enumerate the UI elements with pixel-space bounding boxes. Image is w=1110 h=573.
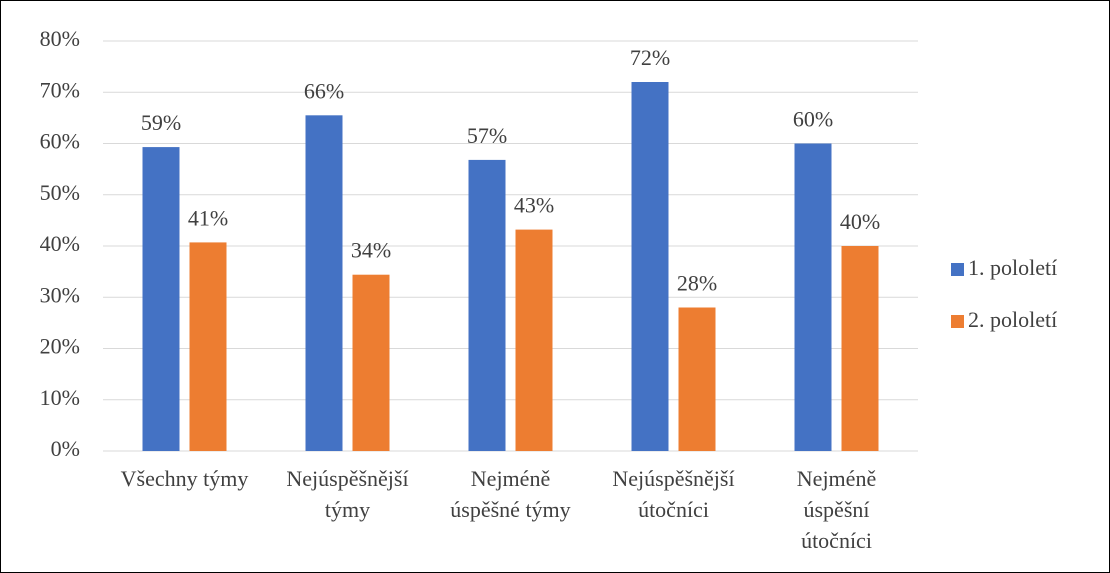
- x-tick-label-line: týmy: [325, 497, 370, 522]
- x-tick-label-line: Nejúspěšnější: [612, 466, 734, 491]
- legend-label: 1. pololetí: [968, 255, 1057, 280]
- y-tick-label: 80%: [40, 26, 80, 51]
- data-label: 40%: [840, 209, 880, 234]
- data-label: 41%: [188, 205, 228, 230]
- x-tick-label: Nejúspěšnější týmy: [286, 466, 408, 522]
- x-tick-label-line: úspěšní: [804, 497, 870, 522]
- bar: [142, 147, 180, 451]
- x-tick-label-line: Všechny týmy: [121, 466, 249, 491]
- x-tick-label-line: Nejméně: [797, 466, 876, 491]
- x-tick-label-line: Nejméně: [471, 466, 550, 491]
- bar: [189, 242, 227, 451]
- bar: [631, 82, 669, 451]
- y-tick-label: 30%: [40, 282, 80, 307]
- bar: [352, 274, 390, 451]
- bar: [468, 159, 506, 451]
- bar: [794, 143, 832, 451]
- x-tick-label-line: útočníci: [638, 497, 709, 522]
- y-tick-label: 20%: [40, 334, 80, 359]
- y-tick-label: 40%: [40, 231, 80, 256]
- x-tick-label-line: Nejúspěšnější: [286, 466, 408, 491]
- x-tick-label: Nejméně úspěšní útočníci: [797, 466, 876, 553]
- x-tick-label-line: úspěšné týmy: [450, 497, 570, 522]
- bar: [515, 229, 553, 451]
- legend-label: 2. pololetí: [968, 307, 1057, 332]
- data-label: 43%: [514, 193, 554, 218]
- y-tick-label: 60%: [40, 129, 80, 154]
- bar: [305, 115, 343, 451]
- data-label: 66%: [304, 78, 344, 103]
- legend-swatch: [951, 263, 964, 276]
- data-label: 59%: [141, 110, 181, 135]
- legend-swatch: [951, 315, 964, 328]
- y-tick-label: 0%: [51, 436, 80, 461]
- data-label: 34%: [351, 238, 391, 263]
- y-tick-label: 10%: [40, 385, 80, 410]
- data-label: 28%: [677, 271, 717, 296]
- data-label: 57%: [467, 123, 507, 148]
- data-label: 60%: [793, 107, 833, 132]
- x-tick-label-line: útočníci: [801, 528, 872, 553]
- bar: [841, 246, 879, 451]
- x-tick-label: Nejméně úspěšné týmy: [450, 466, 570, 522]
- data-label: 72%: [630, 45, 670, 70]
- bar: [678, 307, 716, 451]
- x-tick-label: Všechny týmy: [121, 466, 249, 491]
- y-tick-label: 50%: [40, 180, 80, 205]
- y-tick-label: 70%: [40, 77, 80, 102]
- x-tick-label: Nejúspěšnější útočníci: [612, 466, 734, 522]
